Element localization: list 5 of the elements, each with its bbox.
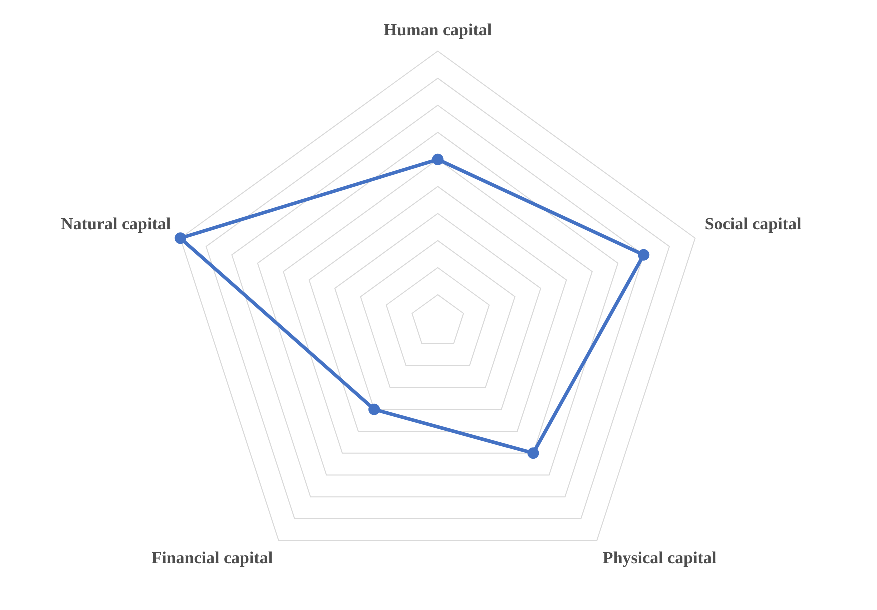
spoke-label: Human capital [384,20,492,40]
spoke-label: Social capital [704,214,802,234]
spoke-label: Financial capital [152,548,274,568]
spoke-label: Physical capital [602,548,718,568]
spoke-label: Natural capital [61,214,172,234]
